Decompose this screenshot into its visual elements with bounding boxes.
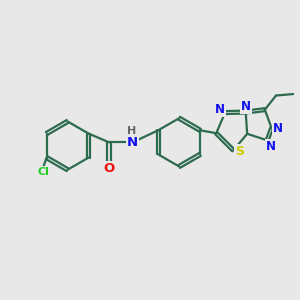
Text: N: N (215, 103, 225, 116)
Text: H: H (127, 126, 136, 136)
Text: N: N (127, 136, 138, 149)
Text: Cl: Cl (37, 167, 49, 177)
Text: N: N (266, 140, 276, 153)
Text: N: N (241, 100, 251, 112)
Text: N: N (273, 122, 283, 135)
Text: O: O (103, 162, 115, 175)
Text: S: S (235, 145, 244, 158)
